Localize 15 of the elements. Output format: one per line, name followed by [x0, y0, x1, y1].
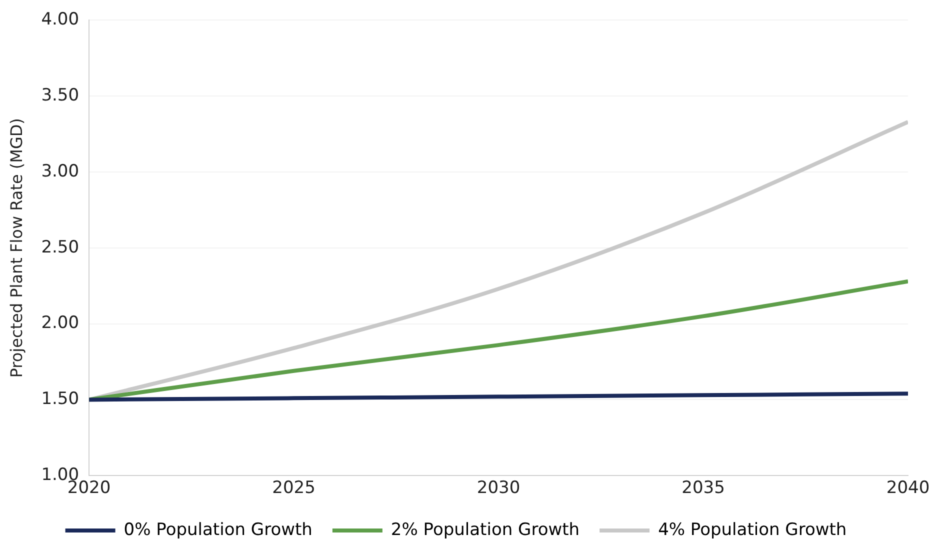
legend-label: 2% Population Growth — [390, 520, 580, 540]
y-tick-label: 1.50 — [41, 389, 80, 410]
y-tick-label: 3.00 — [41, 161, 80, 182]
y-tick-label: 2.00 — [41, 313, 80, 334]
x-tick-label: 2030 — [476, 478, 520, 498]
y-tick-label: 2.50 — [41, 237, 80, 258]
y-tick-label: 3.50 — [41, 86, 80, 106]
y-axis-title: Projected Plant Flow Rate (MGD) — [6, 118, 26, 378]
x-tick-label: 2040 — [886, 478, 930, 498]
x-tick-label: 2025 — [272, 478, 316, 498]
legend-label: 0% Population Growth — [124, 520, 312, 540]
line-series — [89, 392, 908, 402]
x-tick-label: 2035 — [682, 478, 725, 498]
legend-label: 4% Population Growth — [658, 520, 847, 540]
y-tick-label: 4.00 — [41, 10, 80, 30]
